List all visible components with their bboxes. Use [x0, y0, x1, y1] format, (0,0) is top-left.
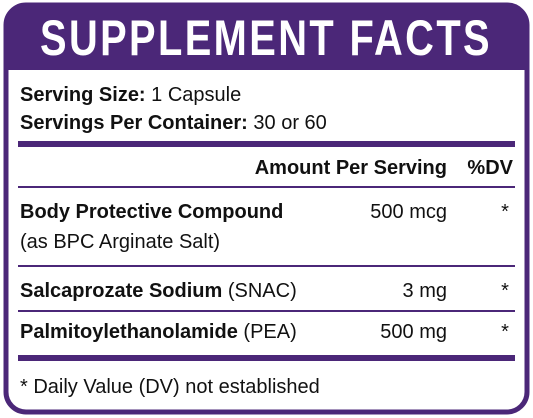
row-amount: 500 mg	[380, 321, 447, 343]
row-name-bold: Salcaprozate Sodium	[20, 280, 222, 302]
dv-header: %DV	[467, 157, 513, 179]
header-band	[6, 5, 527, 70]
row-name: Salcaprozate Sodium (SNAC)	[20, 280, 297, 302]
title: SUPPLEMENT FACTS	[40, 10, 492, 66]
serving-size-value: 1 Capsule	[151, 84, 241, 106]
row-detail: (SNAC)	[228, 280, 297, 302]
row-amount: 3 mg	[403, 280, 447, 302]
row-dv: *	[501, 280, 509, 302]
row-dv: *	[501, 321, 509, 343]
row-dv: *	[501, 201, 509, 223]
row-name-bold: Palmitoylethanolamide	[20, 321, 238, 343]
row-detail: (PEA)	[243, 321, 296, 343]
servings-per-container-value: 30 or 60	[253, 112, 326, 134]
amount-header: Amount Per Serving	[255, 157, 447, 179]
row-name: Body Protective Compound	[20, 201, 283, 223]
serving-size: Serving Size: 1 Capsule	[20, 84, 241, 106]
row-name: Palmitoylethanolamide (PEA)	[20, 321, 297, 343]
row-amount: 500 mcg	[370, 201, 447, 223]
footnote: * Daily Value (DV) not established	[20, 376, 320, 398]
servings-per-container-label: Servings Per Container:	[20, 112, 248, 134]
serving-size-label: Serving Size:	[20, 84, 146, 106]
servings-per-container: Servings Per Container: 30 or 60	[20, 112, 327, 134]
row-detail: (as BPC Arginate Salt)	[20, 231, 220, 253]
